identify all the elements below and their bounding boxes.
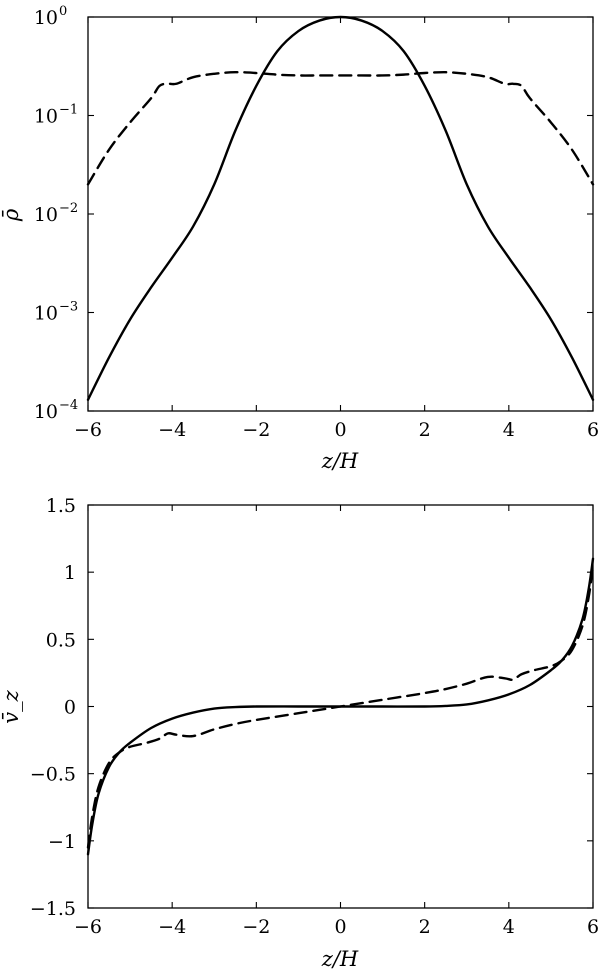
y-tick-label: 10	[34, 204, 58, 226]
y-tick-exponent: −2	[59, 201, 78, 216]
y-tick-label: 10	[34, 106, 58, 128]
x-tick-label: 4	[503, 419, 515, 441]
density-y-axis-label: ρ̄	[0, 208, 23, 222]
x-tick-label: −4	[158, 916, 186, 938]
y-tick-exponent: −3	[59, 300, 78, 315]
dashed-series-line	[86, 71, 595, 186]
x-tick-label: −2	[242, 419, 270, 441]
density-ticks	[87, 16, 594, 412]
y-tick-exponent: −4	[59, 398, 78, 413]
y-tick-label: 10	[34, 401, 58, 423]
velocity-panel: −6 −4 −2 0 2 4 6 −1.5 −1 −0.5 0 0.5 1 1.5 z/H v̄_z	[0, 495, 599, 971]
x-tick-label: 0	[334, 916, 346, 938]
density-curves	[86, 15, 595, 401]
y-tick-label: −0.5	[30, 764, 76, 786]
x-tick-label: −6	[74, 916, 102, 938]
x-tick-label: 6	[587, 916, 599, 938]
density-x-axis-label: z/H	[321, 449, 359, 473]
y-tick-exponent: −1	[59, 103, 78, 118]
velocity-x-tick-labels: −6 −4 −2 0 2 4 6	[74, 916, 599, 938]
y-tick-label: 10	[34, 7, 58, 29]
x-tick-label: −2	[242, 916, 270, 938]
y-tick-label: 1.5	[46, 495, 76, 517]
x-tick-label: 6	[587, 419, 599, 441]
y-tick-mantissa: 10	[34, 204, 58, 226]
velocity-y-tick-labels: −1.5 −1 −0.5 0 0.5 1 1.5	[30, 495, 76, 920]
solid-series-line	[86, 15, 595, 401]
velocity-x-axis-label: z/H	[321, 947, 359, 971]
y-tick-label: −1.5	[30, 898, 76, 920]
x-tick-label: 2	[419, 419, 431, 441]
velocity-y-axis-label: v̄_z	[0, 689, 23, 723]
y-tick-label: 0.5	[46, 629, 76, 651]
y-tick-label: −1	[48, 831, 76, 853]
y-tick-mantissa: 10	[34, 401, 58, 423]
x-tick-label: 4	[503, 916, 515, 938]
velocity-curves	[86, 557, 595, 856]
y-tick-mantissa: 10	[34, 303, 58, 325]
y-tick-label: 10	[34, 303, 58, 325]
x-tick-label: 0	[334, 419, 346, 441]
y-tick-exponent: 0	[59, 4, 67, 19]
y-tick-label: 1	[64, 562, 76, 584]
y-tick-mantissa: 10	[34, 106, 58, 128]
density-x-tick-labels: −6 −4 −2 0 2 4 6	[74, 419, 599, 441]
y-tick-label: 0	[64, 697, 76, 719]
x-tick-label: −6	[74, 419, 102, 441]
velocity-ticks	[87, 504, 594, 909]
x-tick-label: 2	[419, 916, 431, 938]
x-tick-label: −4	[158, 419, 186, 441]
dashed-series-line	[86, 564, 595, 849]
y-tick-mantissa: 10	[34, 7, 58, 29]
